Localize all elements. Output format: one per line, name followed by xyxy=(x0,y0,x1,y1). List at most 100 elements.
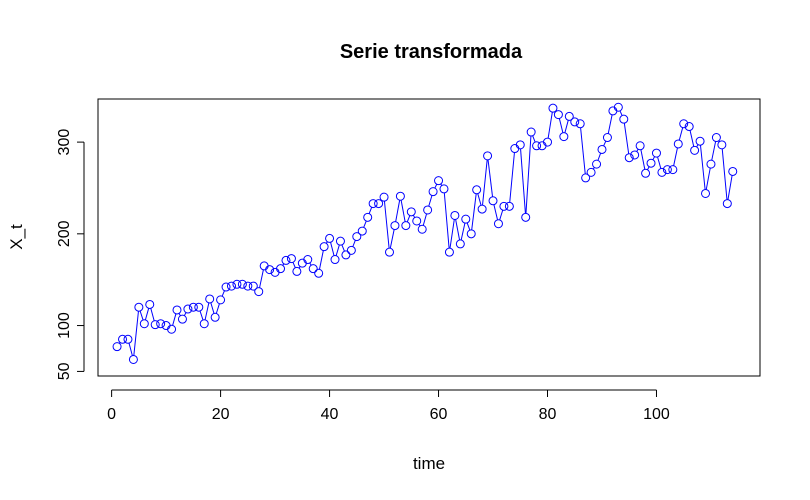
data-point xyxy=(493,219,503,229)
series-line xyxy=(119,110,733,356)
series-segment xyxy=(330,242,335,256)
data-point xyxy=(673,139,683,149)
data-point xyxy=(341,250,351,260)
data-point xyxy=(363,212,373,222)
data-point xyxy=(450,210,460,220)
series-segment xyxy=(580,127,586,174)
data-point xyxy=(690,145,700,155)
data-point xyxy=(216,295,226,305)
series-segment xyxy=(221,290,225,297)
data-point xyxy=(635,141,645,151)
data-point xyxy=(701,188,711,198)
series-segment xyxy=(133,311,139,356)
data-point xyxy=(194,302,204,312)
series-segment xyxy=(215,303,220,314)
data-point xyxy=(706,159,716,169)
series-segment xyxy=(477,193,482,206)
data-point xyxy=(668,165,678,175)
data-point xyxy=(401,221,411,231)
data-point xyxy=(161,321,171,331)
data-point xyxy=(128,354,138,364)
series-segment xyxy=(406,215,411,223)
x-tick-label: 80 xyxy=(539,406,557,423)
data-point xyxy=(575,119,585,129)
series-segment xyxy=(607,114,613,134)
data-point xyxy=(134,302,144,312)
data-point xyxy=(477,204,487,214)
data-point xyxy=(651,148,661,158)
data-point xyxy=(303,255,313,265)
y-axis: 50 100 200 300 xyxy=(56,129,85,380)
x-tick-label: 40 xyxy=(321,406,339,423)
series-segment xyxy=(428,195,433,207)
series-segment xyxy=(150,308,155,321)
data-point xyxy=(624,153,634,163)
data-point xyxy=(205,294,215,304)
data-point xyxy=(292,266,302,276)
data-point xyxy=(521,212,531,222)
series-segment xyxy=(172,313,177,326)
data-point xyxy=(630,150,640,160)
data-point xyxy=(586,167,596,177)
y-axis-label: X_t xyxy=(7,224,26,250)
series-segment xyxy=(466,222,471,231)
data-point xyxy=(526,127,536,137)
x-tick-label: 60 xyxy=(430,406,448,423)
data-point xyxy=(188,302,198,312)
y-tick-label: 300 xyxy=(56,129,73,156)
data-point xyxy=(444,247,454,257)
series-segment xyxy=(210,302,215,314)
data-point xyxy=(210,312,220,322)
data-point xyxy=(510,144,520,154)
y-tick-label: 50 xyxy=(56,362,73,380)
data-point xyxy=(183,304,193,314)
series-segment xyxy=(292,262,296,268)
data-point xyxy=(499,201,509,211)
data-point xyxy=(662,165,672,175)
data-point xyxy=(417,224,427,234)
series-segment xyxy=(678,127,684,141)
data-point xyxy=(330,255,340,265)
data-point xyxy=(308,264,318,274)
data-point xyxy=(297,258,307,268)
series-segment xyxy=(640,149,646,170)
series-segment xyxy=(471,193,477,230)
data-point xyxy=(428,187,438,197)
data-point xyxy=(254,287,264,297)
data-point xyxy=(597,144,607,154)
data-point xyxy=(314,268,324,278)
series-segment xyxy=(525,135,532,214)
data-point xyxy=(112,342,122,352)
data-point xyxy=(172,305,182,315)
series-segment xyxy=(395,200,401,222)
series-segment xyxy=(487,159,494,197)
data-point xyxy=(657,167,667,177)
series-segment xyxy=(721,148,728,200)
data-point xyxy=(559,132,569,142)
series-segment xyxy=(318,250,324,270)
data-point xyxy=(384,247,394,257)
series-segment xyxy=(335,244,340,256)
series-segment xyxy=(363,220,367,228)
data-point xyxy=(357,226,367,236)
data-point xyxy=(564,111,574,121)
x-tick-label: 0 xyxy=(107,406,116,423)
series-segment xyxy=(558,118,564,133)
data-point xyxy=(226,281,236,291)
series-segment xyxy=(493,204,499,220)
data-point xyxy=(602,133,612,143)
series-segment xyxy=(144,308,150,321)
data-point xyxy=(265,265,275,275)
series-segment xyxy=(623,123,630,154)
series-segment xyxy=(259,269,264,288)
data-point xyxy=(722,199,732,209)
series-segment xyxy=(443,192,450,249)
data-point xyxy=(619,114,629,124)
series-segment xyxy=(652,156,656,160)
data-point xyxy=(504,201,514,211)
data-point xyxy=(684,122,694,132)
data-point xyxy=(199,319,209,329)
data-point xyxy=(123,334,133,344)
data-point xyxy=(139,319,149,329)
